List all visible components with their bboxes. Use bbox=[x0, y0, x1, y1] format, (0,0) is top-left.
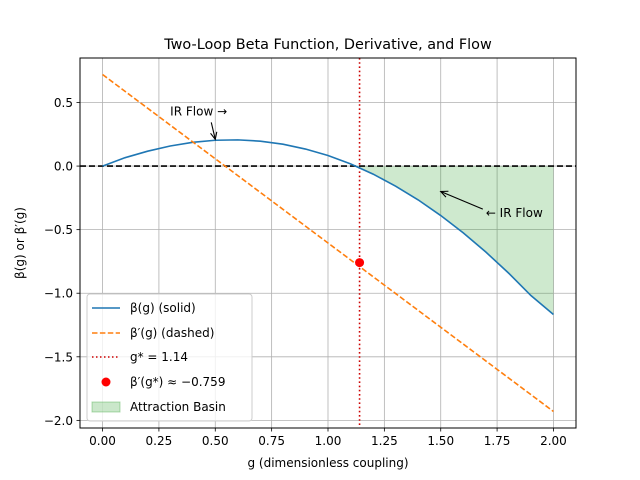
series-lines bbox=[102, 73, 554, 413]
y-tick-label: −1.5 bbox=[44, 350, 73, 364]
annotation-label: IR Flow → bbox=[170, 104, 227, 118]
annotations: IR Flow → ← IR Flow bbox=[170, 104, 543, 220]
legend-fixed-point-label: g* = 1.14 bbox=[130, 350, 188, 364]
x-tick-label: 1.50 bbox=[427, 434, 454, 448]
annotation-arrow-head bbox=[439, 190, 449, 198]
legend-box bbox=[86, 293, 253, 422]
y-axis-ticks: 0.5 0.0 −0.5 −1.0 −1.5 −2.0 bbox=[44, 96, 80, 428]
legend-basin-swatch bbox=[91, 401, 121, 413]
x-axis-ticks: 0.00 0.25 0.50 0.75 1.00 1.25 1.50 1.75 2.00 bbox=[89, 428, 567, 448]
x-tick-label: 0.50 bbox=[202, 434, 229, 448]
legend-basin-label: Attraction Basin bbox=[130, 400, 226, 414]
beta-curve bbox=[102, 139, 554, 316]
y-tick-label: 0.5 bbox=[54, 96, 73, 110]
legend-point-label: β′(g*) ≈ −0.759 bbox=[130, 375, 225, 389]
x-tick-label: 1.25 bbox=[371, 434, 398, 448]
beta-derivative-line bbox=[102, 73, 554, 413]
x-tick-label: 1.75 bbox=[484, 434, 511, 448]
legend: β(g) (solid) β′(g) (dashed) g* = 1.14 β′… bbox=[86, 293, 253, 422]
legend-derivative-label: β′(g) (dashed) bbox=[130, 326, 214, 340]
attraction-basin-region bbox=[359, 166, 554, 315]
annotation-label: ← IR Flow bbox=[486, 206, 543, 220]
annotation-arrow-shaft bbox=[440, 190, 484, 210]
fixed-point-dot bbox=[355, 258, 365, 268]
x-tick-label: 0.00 bbox=[89, 434, 116, 448]
annotation-arrow-shaft bbox=[210, 122, 216, 140]
attraction-basin-fill bbox=[359, 166, 554, 315]
annotation-arrow-head bbox=[210, 131, 218, 141]
y-tick-label: −0.5 bbox=[44, 223, 73, 237]
chart-title: Two-Loop Beta Function, Derivative, and … bbox=[163, 37, 492, 53]
y-tick-label: −2.0 bbox=[44, 414, 73, 428]
y-tick-label: 0.0 bbox=[54, 160, 73, 174]
x-axis-label: g (dimensionless coupling) bbox=[247, 456, 408, 470]
x-tick-label: 1.00 bbox=[315, 434, 342, 448]
x-tick-label: 0.25 bbox=[146, 434, 173, 448]
y-axis-label: β(g) or β′(g) bbox=[13, 207, 27, 279]
y-tick-label: −1.0 bbox=[44, 287, 73, 301]
x-tick-label: 2.00 bbox=[540, 434, 567, 448]
fixed-point-marker bbox=[355, 258, 365, 268]
legend-point-swatch bbox=[101, 377, 111, 387]
legend-beta-label: β(g) (solid) bbox=[130, 301, 196, 315]
x-tick-label: 0.75 bbox=[258, 434, 285, 448]
